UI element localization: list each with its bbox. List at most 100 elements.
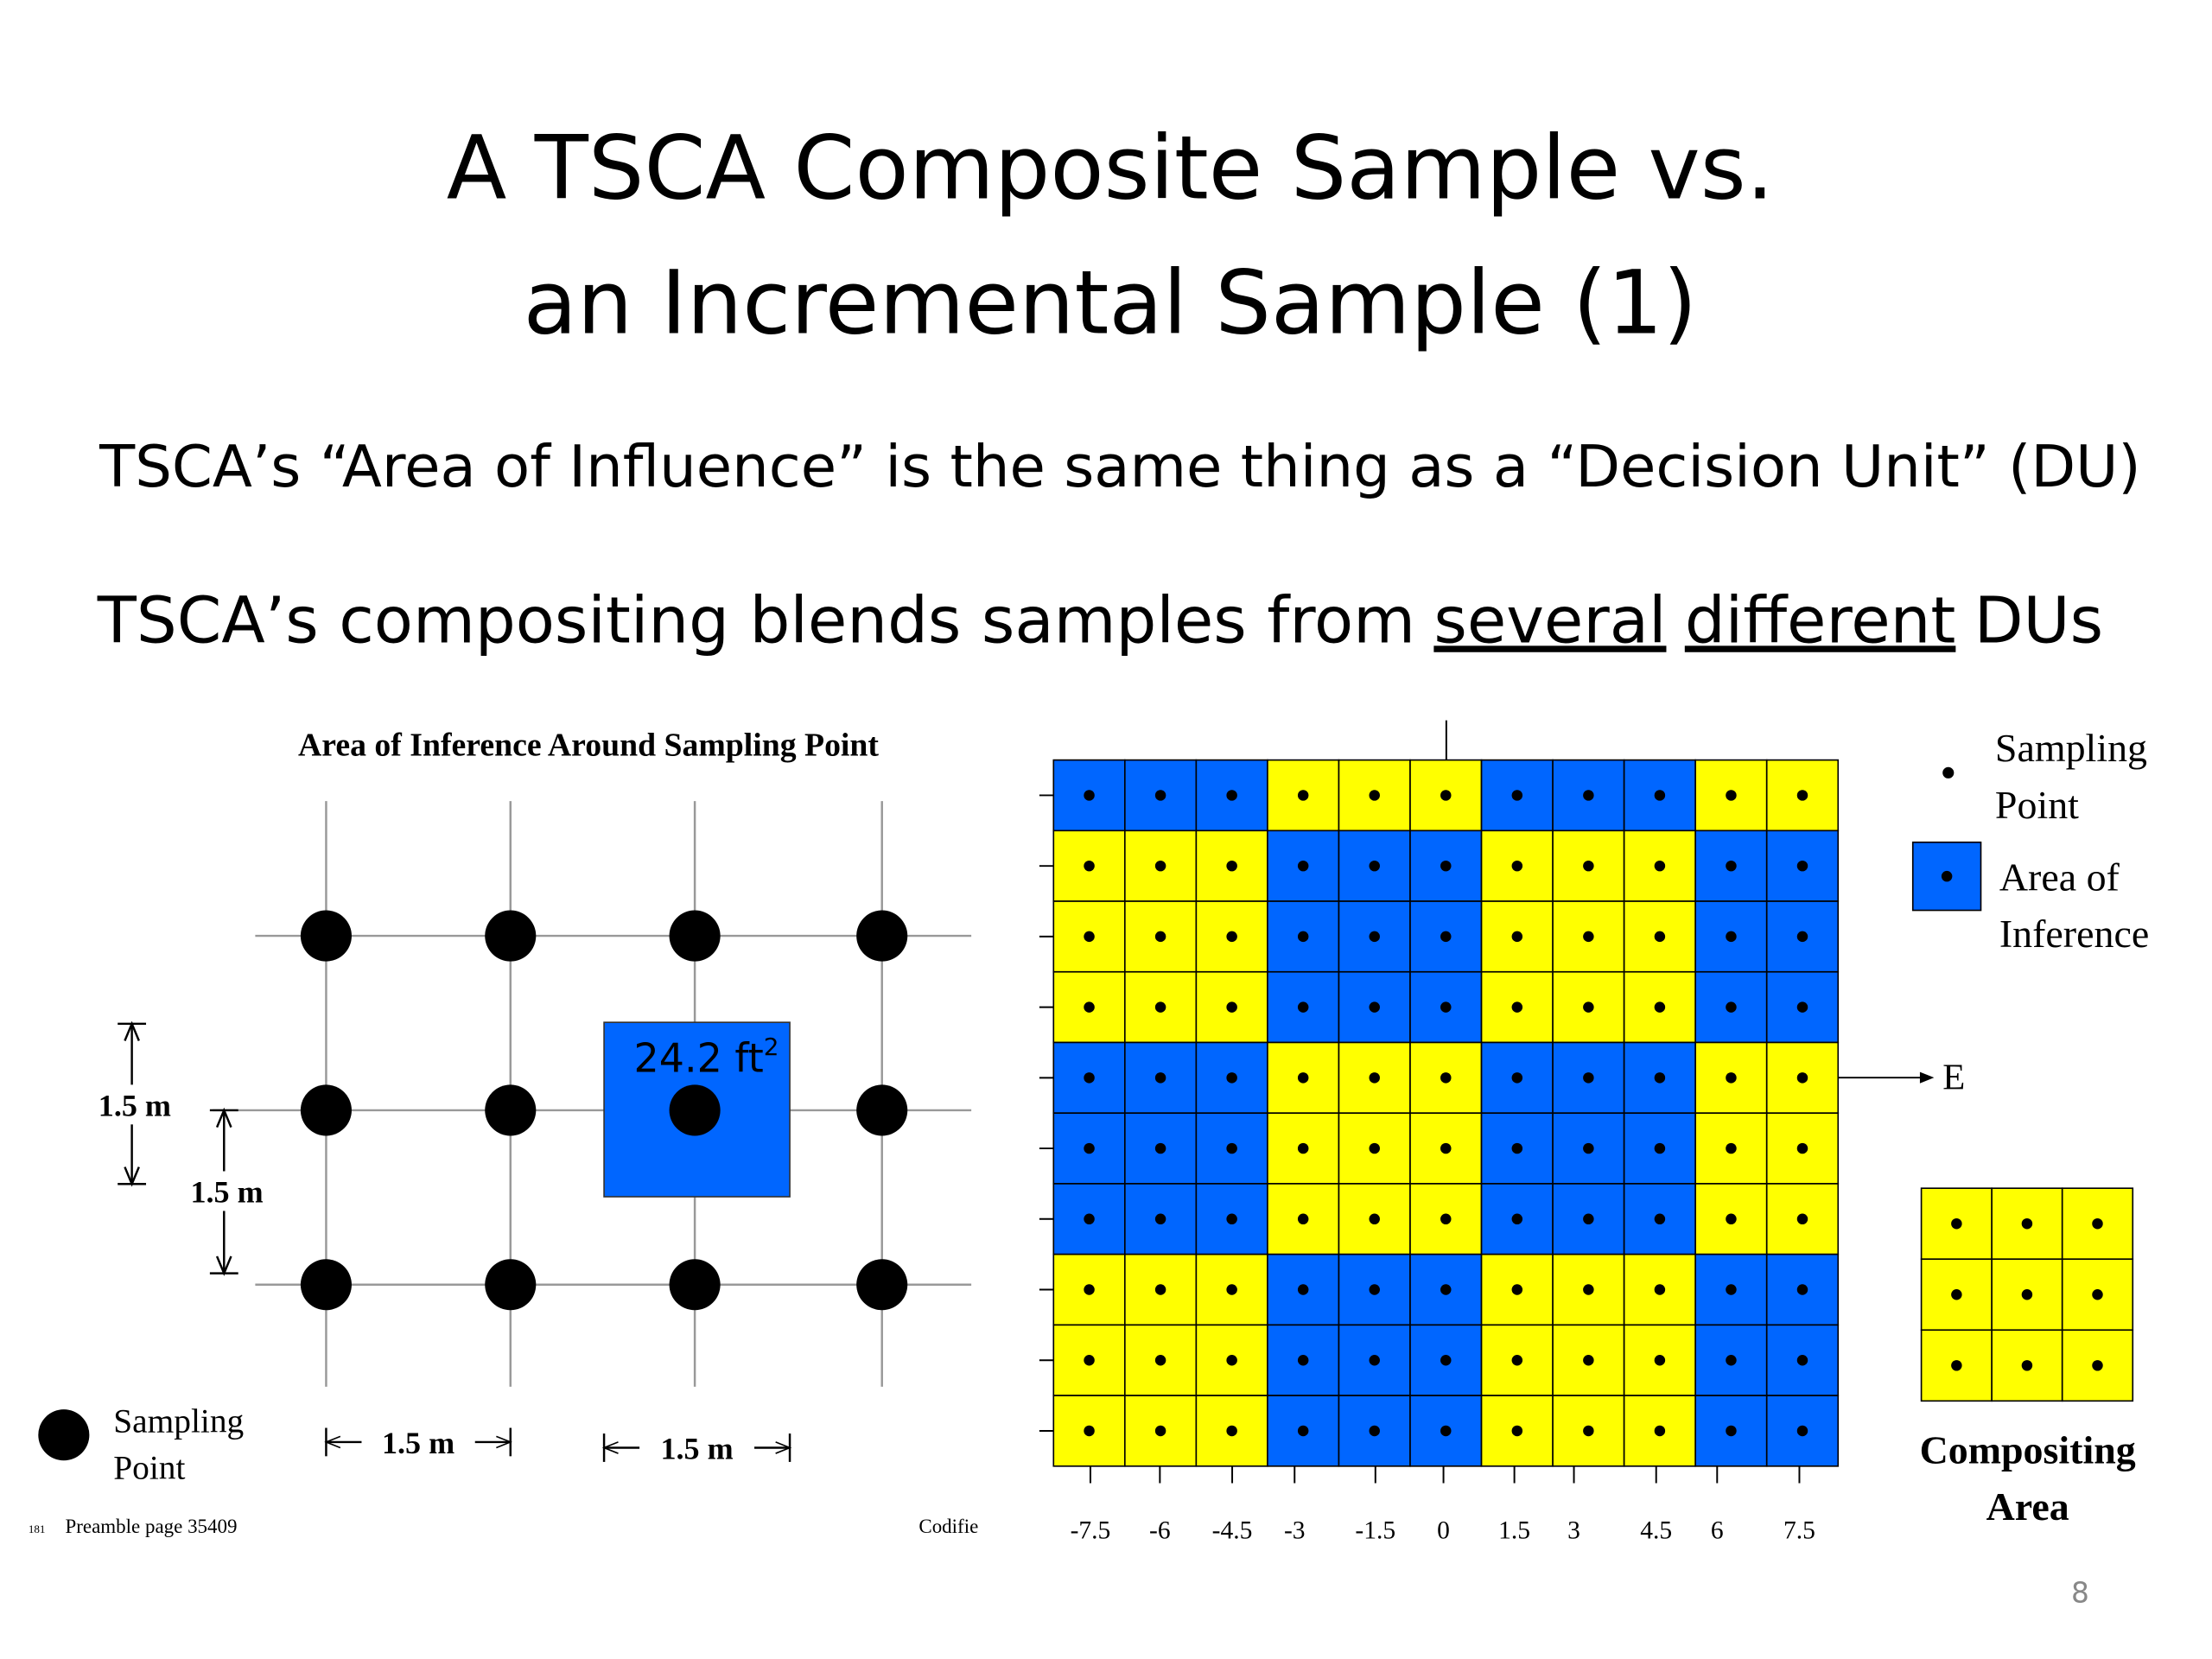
arrow-head xyxy=(215,1107,232,1128)
sampling-point xyxy=(1226,1284,1237,1295)
sampling-point xyxy=(1297,1213,1309,1225)
compositing-cell xyxy=(2061,1329,2134,1402)
cropped-text: Codifie xyxy=(918,1516,978,1537)
sampling-point xyxy=(1226,1355,1237,1366)
sampling-point xyxy=(1084,1284,1095,1295)
sampling-point xyxy=(1440,931,1452,943)
sampling-point xyxy=(1511,790,1523,801)
sampling-point xyxy=(1511,1355,1523,1366)
sampling-point xyxy=(1654,860,1666,872)
sampling-point xyxy=(1726,931,1737,943)
sampling-point xyxy=(669,1259,721,1311)
x-label: -4.5 xyxy=(1212,1517,1253,1545)
direction-label: E xyxy=(1942,1057,1965,1097)
legend-label: Inference xyxy=(1999,912,2149,956)
sampling-point xyxy=(1583,931,1594,943)
arrow-head xyxy=(215,1255,232,1276)
sampling-point xyxy=(1440,790,1452,801)
sampling-point xyxy=(1297,1355,1309,1366)
x-label: 6 xyxy=(1711,1517,1724,1545)
sampling-point xyxy=(1226,1425,1237,1437)
grid-cell xyxy=(1409,830,1483,902)
sampling-point xyxy=(1511,860,1523,872)
legend-label: Area of xyxy=(1999,855,2120,899)
sampling-point xyxy=(1369,860,1380,872)
sampling-point xyxy=(1726,1001,1737,1013)
sampling-point xyxy=(2092,1360,2103,1371)
sampling-point xyxy=(1226,790,1237,801)
sampling-point xyxy=(1297,1001,1309,1013)
sampling-point xyxy=(1583,1425,1594,1437)
sampling-point xyxy=(1369,1284,1380,1295)
sampling-point xyxy=(1511,1001,1523,1013)
sampling-point xyxy=(2092,1217,2103,1230)
sampling-point xyxy=(1511,1425,1523,1437)
label-bg xyxy=(177,1171,276,1211)
sampling-point xyxy=(2021,1289,2033,1300)
sampling-point xyxy=(1726,1355,1737,1366)
sampling-point xyxy=(1226,931,1237,943)
sampling-point xyxy=(1369,1001,1380,1013)
x-label: 1.5 xyxy=(1498,1517,1530,1545)
sampling-point xyxy=(1511,1072,1523,1084)
sampling-point xyxy=(1084,1425,1095,1437)
area-label-superscript: 2 xyxy=(764,1033,779,1061)
arrow-head xyxy=(601,1441,619,1454)
sampling-point xyxy=(2021,1360,2033,1371)
sampling-point xyxy=(1084,1142,1095,1154)
grid-cell xyxy=(1694,1183,1768,1255)
sampling-point xyxy=(1796,1284,1808,1295)
statement-text: TSCA’s compositing blends samples from xyxy=(97,583,1415,658)
legend-label: Sampling xyxy=(1995,726,2147,770)
sampling-point xyxy=(1654,1001,1666,1013)
sampling-point xyxy=(856,1084,908,1136)
sampling-point xyxy=(1440,1284,1452,1295)
sampling-point xyxy=(1154,931,1166,943)
arrow-head xyxy=(1919,1071,1935,1084)
x-label: -3 xyxy=(1284,1517,1306,1545)
sampling-point xyxy=(1154,1425,1166,1437)
sampling-point xyxy=(485,1259,537,1311)
sampling-point xyxy=(1369,1213,1380,1225)
sampling-point xyxy=(1654,1425,1666,1437)
right-figure: -7.5 -6 -4.5 -3 -1.5 0 1.5 3 4.5 6 7.5 E Sampling Poi… xyxy=(1039,720,2149,1545)
sampling-point xyxy=(1084,1213,1095,1225)
arrow-head xyxy=(124,1166,140,1187)
sampling-point xyxy=(485,1084,537,1136)
sampling-point xyxy=(1583,1213,1594,1225)
sampling-point xyxy=(1226,860,1237,872)
statement: TSCA’s “Area of Influence” is the same t… xyxy=(99,433,2141,500)
sampling-point xyxy=(669,910,721,962)
x-label: 7.5 xyxy=(1783,1517,1815,1545)
x-label: -1.5 xyxy=(1355,1517,1395,1545)
page-number: 8 xyxy=(2071,1576,2089,1609)
sampling-point xyxy=(1226,1001,1237,1013)
dimension-label: 1.5 m xyxy=(99,1088,171,1122)
sampling-point xyxy=(1440,860,1452,872)
arrow-head xyxy=(124,1020,140,1041)
sampling-point xyxy=(1297,1072,1309,1084)
sampling-point xyxy=(1951,1217,1962,1230)
statement: TSCA’s compositing blends samples from se… xyxy=(97,583,2103,658)
area-label-text: 24.2 ft xyxy=(634,1035,764,1082)
sampling-point xyxy=(1583,790,1594,801)
sampling-point xyxy=(2092,1289,2103,1300)
x-label: 3 xyxy=(1567,1517,1580,1545)
sampling-point xyxy=(1440,1142,1452,1154)
statement-text: DUs xyxy=(1974,583,2103,658)
sampling-point xyxy=(1796,1072,1808,1084)
legend-label: Point xyxy=(113,1449,185,1487)
sampling-point xyxy=(1583,1142,1594,1154)
sampling-point xyxy=(1297,931,1309,943)
legend-label: Sampling xyxy=(113,1402,244,1440)
sampling-point xyxy=(2021,1217,2033,1230)
sampling-point xyxy=(1796,1001,1808,1013)
sampling-point xyxy=(300,1084,352,1136)
sampling-point xyxy=(1154,1142,1166,1154)
x-label: -6 xyxy=(1149,1517,1171,1545)
figure-title: Area of Inference Around Sampling Point xyxy=(298,728,879,764)
sampling-point xyxy=(1226,1072,1237,1084)
legend-dot xyxy=(38,1409,90,1461)
sampling-point xyxy=(1369,1355,1380,1366)
dimension-label: 1.5 m xyxy=(382,1426,454,1460)
